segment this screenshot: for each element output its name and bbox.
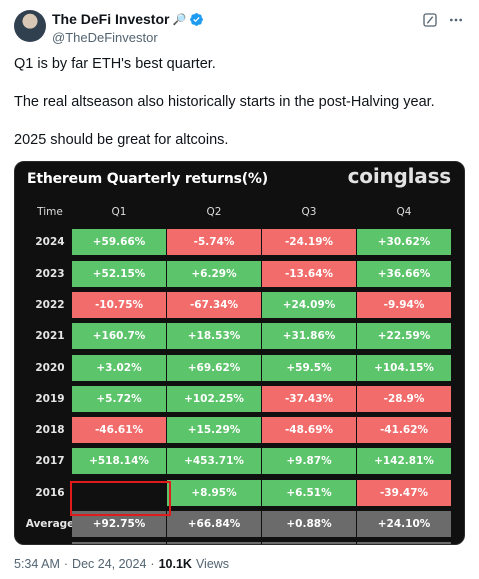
table-row: 2021 +160.7% +18.53% +31.86% +22.59% (15, 323, 464, 350)
return-cell: +28.93% (72, 542, 166, 544)
table-row: 2020 +3.02% +69.62% +59.5% +104.15% (15, 354, 464, 382)
return-cell: +59.5% (262, 354, 356, 381)
row-label: 2022 (35, 298, 65, 311)
column-header: Q2 (206, 206, 222, 218)
return-cell: +15.29% (167, 542, 261, 544)
return-cell: +15.29% (167, 417, 261, 444)
return-cell: +24.10% (357, 511, 451, 537)
return-cell: +18.53% (167, 323, 261, 350)
row-label: 2018 (35, 424, 65, 437)
row-label: Average (25, 518, 75, 530)
grok-icon[interactable] (422, 12, 438, 28)
column-header: Q4 (396, 206, 412, 218)
views-count: 10.1K (158, 557, 192, 571)
table-row: 2017 +518.14% +453.71% +9.87% +142.81% (15, 448, 464, 475)
brand-logo: coinglass (347, 164, 452, 188)
tweet-media-image[interactable]: Ethereum Quarterly returns(%) coinglass … (14, 161, 465, 545)
return-cell: -41.62% (357, 417, 451, 444)
table-row: 2016 +8.95% +6.51% -39.47% (15, 479, 464, 507)
return-cell: -28.9% (357, 385, 451, 412)
magnifier-emoji: 🔎 (172, 13, 187, 26)
return-cell: +6.51% (262, 479, 356, 506)
return-cell: -24.19% (262, 229, 356, 256)
table-row: 2022 -10.75% -67.34% +24.09% -9.94% (15, 291, 464, 319)
author-info: The DeFi Investor 🔎 @TheDeFinvestor (52, 11, 204, 46)
return-cell: -37.43% (262, 385, 356, 412)
tweet-paragraph: 2025 should be great for altcoins. (14, 132, 229, 148)
author-handle[interactable]: @TheDeFinvestor (52, 30, 158, 45)
return-cell: -46.61% (72, 417, 166, 444)
return-cell: +6.51% (262, 542, 356, 544)
row-label: 2023 (35, 267, 65, 280)
table-row: 2024 +59.66% -5.74% -24.19% +30.62% (15, 229, 464, 256)
row-label: Median (20, 542, 80, 544)
tweet-paragraph: Q1 is by far ETH's best quarter. (14, 56, 216, 72)
row-label: 2017 (35, 455, 65, 468)
row-label: 2020 (35, 361, 65, 374)
row-label: 2024 (35, 236, 65, 249)
return-cell: +59.66% (72, 229, 166, 256)
return-cell: -9.94% (357, 291, 451, 318)
return-cell: -10.75% (72, 291, 166, 318)
return-cell: +24.09% (262, 291, 356, 318)
column-header: Q3 (301, 206, 317, 218)
table-row: 2023 +52.15% +6.29% -13.64% +36.66% (15, 260, 464, 288)
return-cell: +6.29% (167, 260, 261, 287)
tweet-meta: 5:34 AM · Dec 24, 2024 · 10.1K Views (14, 557, 229, 571)
return-cell: +142.81% (357, 448, 451, 475)
return-cell: +31.86% (262, 323, 356, 350)
table-header-row: Time Q1 Q2 Q3 Q4 (15, 199, 464, 226)
author-name[interactable]: The DeFi Investor (52, 11, 170, 27)
table-row: 2019 +5.72% +102.25% -37.43% -28.9% (15, 385, 464, 413)
return-cell: +453.71% (167, 448, 261, 475)
row-label: 2019 (35, 392, 65, 405)
return-cell: +30.62% (357, 229, 451, 256)
meta-separator: · (63, 557, 69, 571)
return-cell: -39.47% (357, 479, 451, 506)
return-cell: +36.66% (357, 260, 451, 287)
tweet-time[interactable]: 5:34 AM (14, 557, 60, 571)
return-cell: -48.69% (262, 417, 356, 444)
tweet-actions (422, 12, 464, 28)
return-cell: +160.7% (72, 323, 166, 350)
column-header: Time (37, 206, 63, 218)
return-cell: -13.64% (262, 260, 356, 287)
return-cell: +3.02% (72, 354, 166, 381)
return-cell: +0.88% (262, 511, 356, 537)
return-cell: +104.15% (357, 354, 451, 381)
return-cell: +5.72% (72, 385, 166, 412)
return-cell: +22.59% (357, 542, 451, 544)
table-row: Median+28.93%+15.29%+6.51%+22.59% (15, 542, 464, 544)
row-label: 2021 (35, 330, 65, 343)
meta-separator: · (150, 557, 155, 571)
return-cell: -5.74% (167, 229, 261, 256)
return-cell: +52.15% (72, 260, 166, 287)
return-cell: +69.62% (167, 354, 261, 381)
column-header: Q1 (111, 206, 127, 218)
row-label: 2016 (35, 486, 65, 499)
chart-title: Ethereum Quarterly returns(%) (27, 171, 268, 187)
tweet-date[interactable]: Dec 24, 2024 (72, 557, 147, 571)
table-row: 2018 -46.61% +15.29% -48.69% -41.62% (15, 417, 464, 444)
return-cell: +9.87% (262, 448, 356, 475)
return-cell: +8.95% (167, 479, 261, 506)
more-icon[interactable] (448, 12, 464, 28)
views-label: Views (195, 557, 230, 571)
return-cell: +102.25% (167, 385, 261, 412)
tweet-text: Q1 is by far ETH's best quarter. The rea… (14, 55, 466, 169)
tweet-header: The DeFi Investor 🔎 @TheDeFinvestor (14, 10, 466, 46)
return-cell: +518.14% (72, 448, 166, 475)
highlight-box (70, 481, 171, 516)
return-cell: -67.34% (167, 291, 261, 318)
tweet-paragraph: The real altseason also historically sta… (14, 94, 435, 110)
verified-badge-icon (190, 13, 204, 26)
return-cell: +66.84% (167, 511, 261, 537)
avatar[interactable] (14, 10, 46, 42)
return-cell: +22.59% (357, 323, 451, 350)
